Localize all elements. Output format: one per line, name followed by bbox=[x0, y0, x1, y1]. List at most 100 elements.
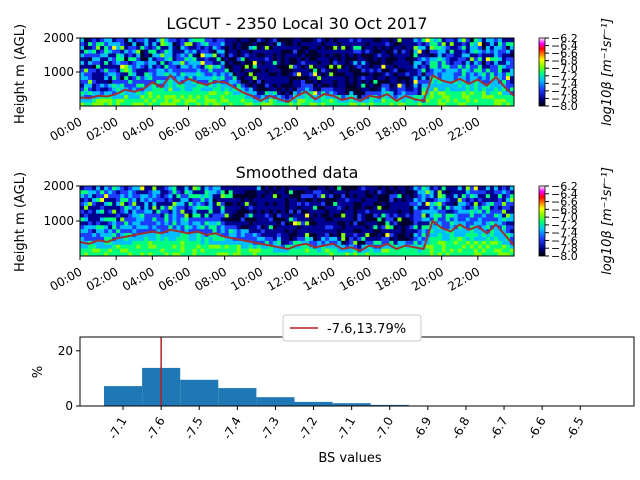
heatmap-cell bbox=[453, 102, 459, 107]
heatmap-cell bbox=[184, 102, 189, 107]
heatmap-cell bbox=[425, 98, 431, 103]
heatmap-cell bbox=[437, 201, 443, 206]
heatmap-cell bbox=[401, 240, 406, 245]
heatmap-cell bbox=[321, 38, 326, 43]
heatmap-cell bbox=[449, 213, 455, 218]
heatmap-cell bbox=[401, 56, 406, 62]
heatmap-cell bbox=[260, 213, 266, 218]
x-tick-label: -6.8 bbox=[449, 415, 473, 442]
heatmap-cell bbox=[449, 64, 455, 69]
heatmap-cell bbox=[136, 94, 141, 99]
heatmap-cell bbox=[409, 53, 414, 58]
heatmap-cell bbox=[485, 72, 491, 77]
heatmap-cell bbox=[497, 60, 503, 65]
heatmap-cell bbox=[116, 87, 121, 92]
heatmap-cell bbox=[92, 102, 97, 107]
heatmap-cell bbox=[341, 45, 346, 50]
heatmap-cell bbox=[268, 228, 274, 234]
heatmap-cell bbox=[365, 186, 370, 191]
heatmap-cell bbox=[80, 56, 85, 62]
heatmap-cell bbox=[381, 209, 386, 214]
heatmap-cell bbox=[208, 102, 214, 107]
heatmap-cell bbox=[377, 217, 382, 222]
heatmap-cell bbox=[136, 38, 141, 43]
heatmap-cell bbox=[140, 244, 145, 249]
heatmap-cell bbox=[473, 228, 479, 234]
heatmap-cell bbox=[208, 236, 214, 241]
heatmap-cell bbox=[248, 90, 254, 96]
heatmap-cell bbox=[353, 228, 358, 234]
heatmap-cell bbox=[140, 90, 145, 96]
heatmap-cell bbox=[309, 232, 314, 237]
x-tick-label: -7.5 bbox=[182, 415, 206, 442]
heatmap-cell bbox=[481, 53, 487, 58]
heatmap-cell bbox=[441, 193, 447, 199]
heatmap-cell bbox=[413, 248, 418, 253]
heatmap-cell bbox=[84, 53, 89, 58]
heatmap-cell bbox=[469, 45, 475, 50]
heatmap-cell bbox=[509, 41, 515, 46]
heatmap-cell bbox=[333, 221, 338, 226]
heatmap-cell bbox=[172, 217, 177, 222]
heatmap-cell bbox=[204, 49, 209, 54]
heatmap-cell bbox=[128, 244, 133, 249]
heatmap-cell bbox=[473, 236, 479, 241]
heatmap-cell bbox=[309, 60, 314, 65]
heatmap-cell bbox=[425, 189, 431, 195]
heatmap-cell bbox=[301, 75, 306, 80]
heatmap-cell bbox=[485, 197, 491, 202]
heatmap-cell bbox=[280, 79, 286, 84]
heatmap-cell bbox=[437, 240, 443, 245]
heatmap-cell bbox=[305, 49, 310, 54]
heatmap-cell bbox=[433, 213, 439, 218]
heatmap-cell bbox=[176, 221, 181, 226]
heatmap-cell bbox=[369, 209, 374, 214]
heatmap-cell bbox=[437, 68, 443, 73]
heatmap-cell bbox=[212, 236, 218, 241]
heatmap-cell bbox=[164, 90, 169, 96]
heatmap-cell bbox=[509, 83, 515, 88]
heatmap-cell bbox=[341, 217, 346, 222]
heatmap-cell bbox=[485, 98, 491, 103]
heatmap-cell bbox=[288, 217, 294, 222]
heatmap-cell bbox=[497, 209, 503, 214]
heatmap-cell bbox=[196, 53, 201, 58]
heatmap-cell bbox=[433, 228, 439, 234]
heatmap-cell bbox=[176, 56, 181, 62]
heatmap-cell bbox=[465, 49, 471, 54]
heatmap-cell bbox=[168, 53, 173, 58]
heatmap-cell bbox=[124, 236, 129, 241]
heatmap-cell bbox=[369, 232, 374, 237]
heatmap-cell bbox=[180, 56, 185, 62]
heatmap-cell bbox=[405, 248, 410, 253]
heatmap-cell bbox=[421, 252, 426, 257]
heatmap-cell bbox=[284, 64, 290, 69]
heatmap-cell bbox=[156, 240, 161, 245]
heatmap-cell bbox=[477, 228, 483, 234]
heatmap-cell bbox=[256, 221, 262, 226]
heatmap-cell bbox=[469, 41, 475, 46]
heatmap-cell bbox=[337, 41, 342, 46]
heatmap-cell bbox=[280, 189, 286, 195]
heatmap-cell bbox=[341, 209, 346, 214]
heatmap-cell bbox=[349, 232, 354, 237]
heatmap-cell bbox=[144, 64, 149, 69]
heatmap-cell bbox=[493, 189, 499, 195]
heatmap-cell bbox=[148, 83, 153, 88]
heatmap-cell bbox=[341, 228, 346, 234]
heatmap-cell bbox=[204, 228, 209, 234]
heatmap-cell bbox=[196, 193, 201, 199]
heatmap-cell bbox=[252, 189, 258, 195]
heatmap-cell bbox=[449, 60, 455, 65]
heatmap-cell bbox=[421, 45, 426, 50]
heatmap-cell bbox=[481, 41, 487, 46]
heatmap-cell bbox=[232, 252, 238, 257]
heatmap-cell bbox=[349, 64, 354, 69]
heatmap-cell bbox=[244, 38, 250, 43]
heatmap-cell bbox=[341, 49, 346, 54]
heatmap-cell bbox=[365, 221, 370, 226]
heatmap-cell bbox=[297, 53, 302, 58]
heatmap-cell bbox=[228, 193, 234, 199]
heatmap-cell bbox=[305, 224, 310, 230]
heatmap-cell bbox=[381, 221, 386, 226]
